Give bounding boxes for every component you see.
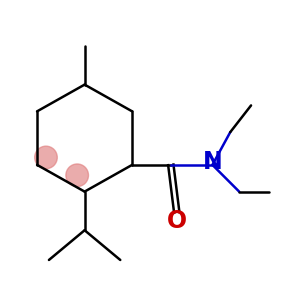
Text: O: O <box>167 209 187 233</box>
Circle shape <box>35 146 57 169</box>
Circle shape <box>66 164 88 187</box>
Text: N: N <box>202 150 222 174</box>
